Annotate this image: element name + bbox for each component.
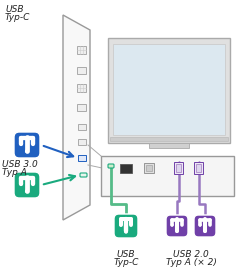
Text: Typ-C: Typ-C: [113, 258, 139, 267]
Text: Typ A (× 2): Typ A (× 2): [166, 258, 216, 267]
Bar: [113, 44, 225, 135]
Bar: [176, 164, 181, 172]
Bar: [130, 224, 132, 226]
Circle shape: [25, 149, 29, 153]
Bar: [101, 156, 234, 196]
FancyBboxPatch shape: [14, 172, 40, 198]
Bar: [77, 46, 86, 54]
Bar: [78, 155, 86, 161]
Circle shape: [199, 223, 202, 227]
Circle shape: [124, 230, 128, 234]
Bar: [32, 143, 34, 145]
FancyBboxPatch shape: [80, 173, 87, 177]
Bar: [77, 67, 86, 74]
Bar: [108, 38, 230, 143]
Text: USB 2.0: USB 2.0: [173, 250, 209, 259]
Circle shape: [119, 223, 122, 227]
Circle shape: [175, 230, 179, 233]
Text: Typ A: Typ A: [2, 168, 27, 177]
FancyBboxPatch shape: [166, 215, 188, 237]
Bar: [149, 143, 189, 148]
Bar: [77, 84, 86, 92]
Polygon shape: [63, 15, 90, 220]
Circle shape: [203, 230, 207, 233]
Bar: [209, 224, 211, 226]
Circle shape: [25, 189, 29, 193]
Text: Typ-C: Typ-C: [5, 13, 30, 22]
Text: USB: USB: [117, 250, 135, 259]
Circle shape: [19, 142, 23, 146]
FancyBboxPatch shape: [108, 164, 114, 168]
Bar: [194, 162, 203, 174]
Bar: [146, 165, 152, 171]
FancyBboxPatch shape: [194, 215, 216, 237]
Text: USB 3.0: USB 3.0: [2, 160, 38, 169]
Bar: [120, 164, 132, 173]
Bar: [77, 104, 86, 111]
Bar: [144, 163, 154, 173]
Bar: [181, 224, 183, 226]
Bar: [110, 137, 228, 141]
Circle shape: [171, 223, 174, 227]
Bar: [78, 139, 86, 145]
Bar: [32, 183, 34, 185]
Circle shape: [19, 182, 23, 186]
Bar: [78, 124, 86, 130]
Bar: [174, 162, 183, 174]
Text: USB: USB: [5, 5, 23, 14]
FancyBboxPatch shape: [114, 214, 138, 238]
Bar: [196, 164, 201, 172]
FancyBboxPatch shape: [14, 132, 40, 158]
